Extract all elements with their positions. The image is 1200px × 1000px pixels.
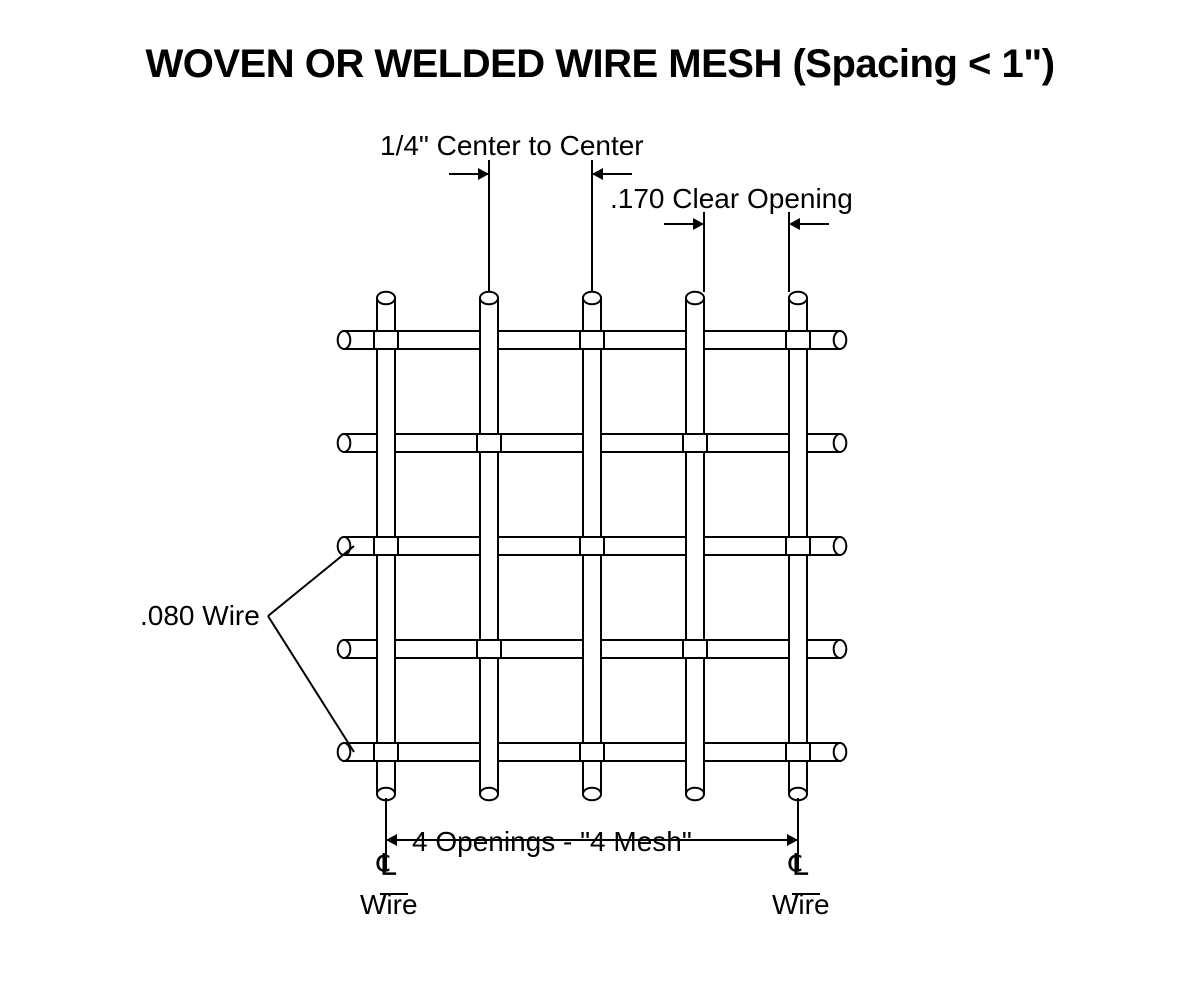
- wire-mesh-diagram: 1/4" Center to Center .170 Clear Opening…: [140, 130, 1060, 950]
- label-clear-opening: .170 Clear Opening: [610, 183, 853, 215]
- label-center-to-center: 1/4" Center to Center: [380, 130, 644, 162]
- label-wire-right: Wire: [772, 889, 830, 921]
- diagram-title: WOVEN OR WELDED WIRE MESH (Spacing < 1"): [0, 42, 1200, 87]
- centerline-symbol-right: ℄: [789, 848, 808, 883]
- label-wire-left: Wire: [360, 889, 418, 921]
- label-wire-diameter: .080 Wire: [140, 600, 260, 632]
- label-openings: 4 Openings - "4 Mesh": [412, 826, 692, 858]
- centerline-symbol-left: ℄: [377, 848, 396, 883]
